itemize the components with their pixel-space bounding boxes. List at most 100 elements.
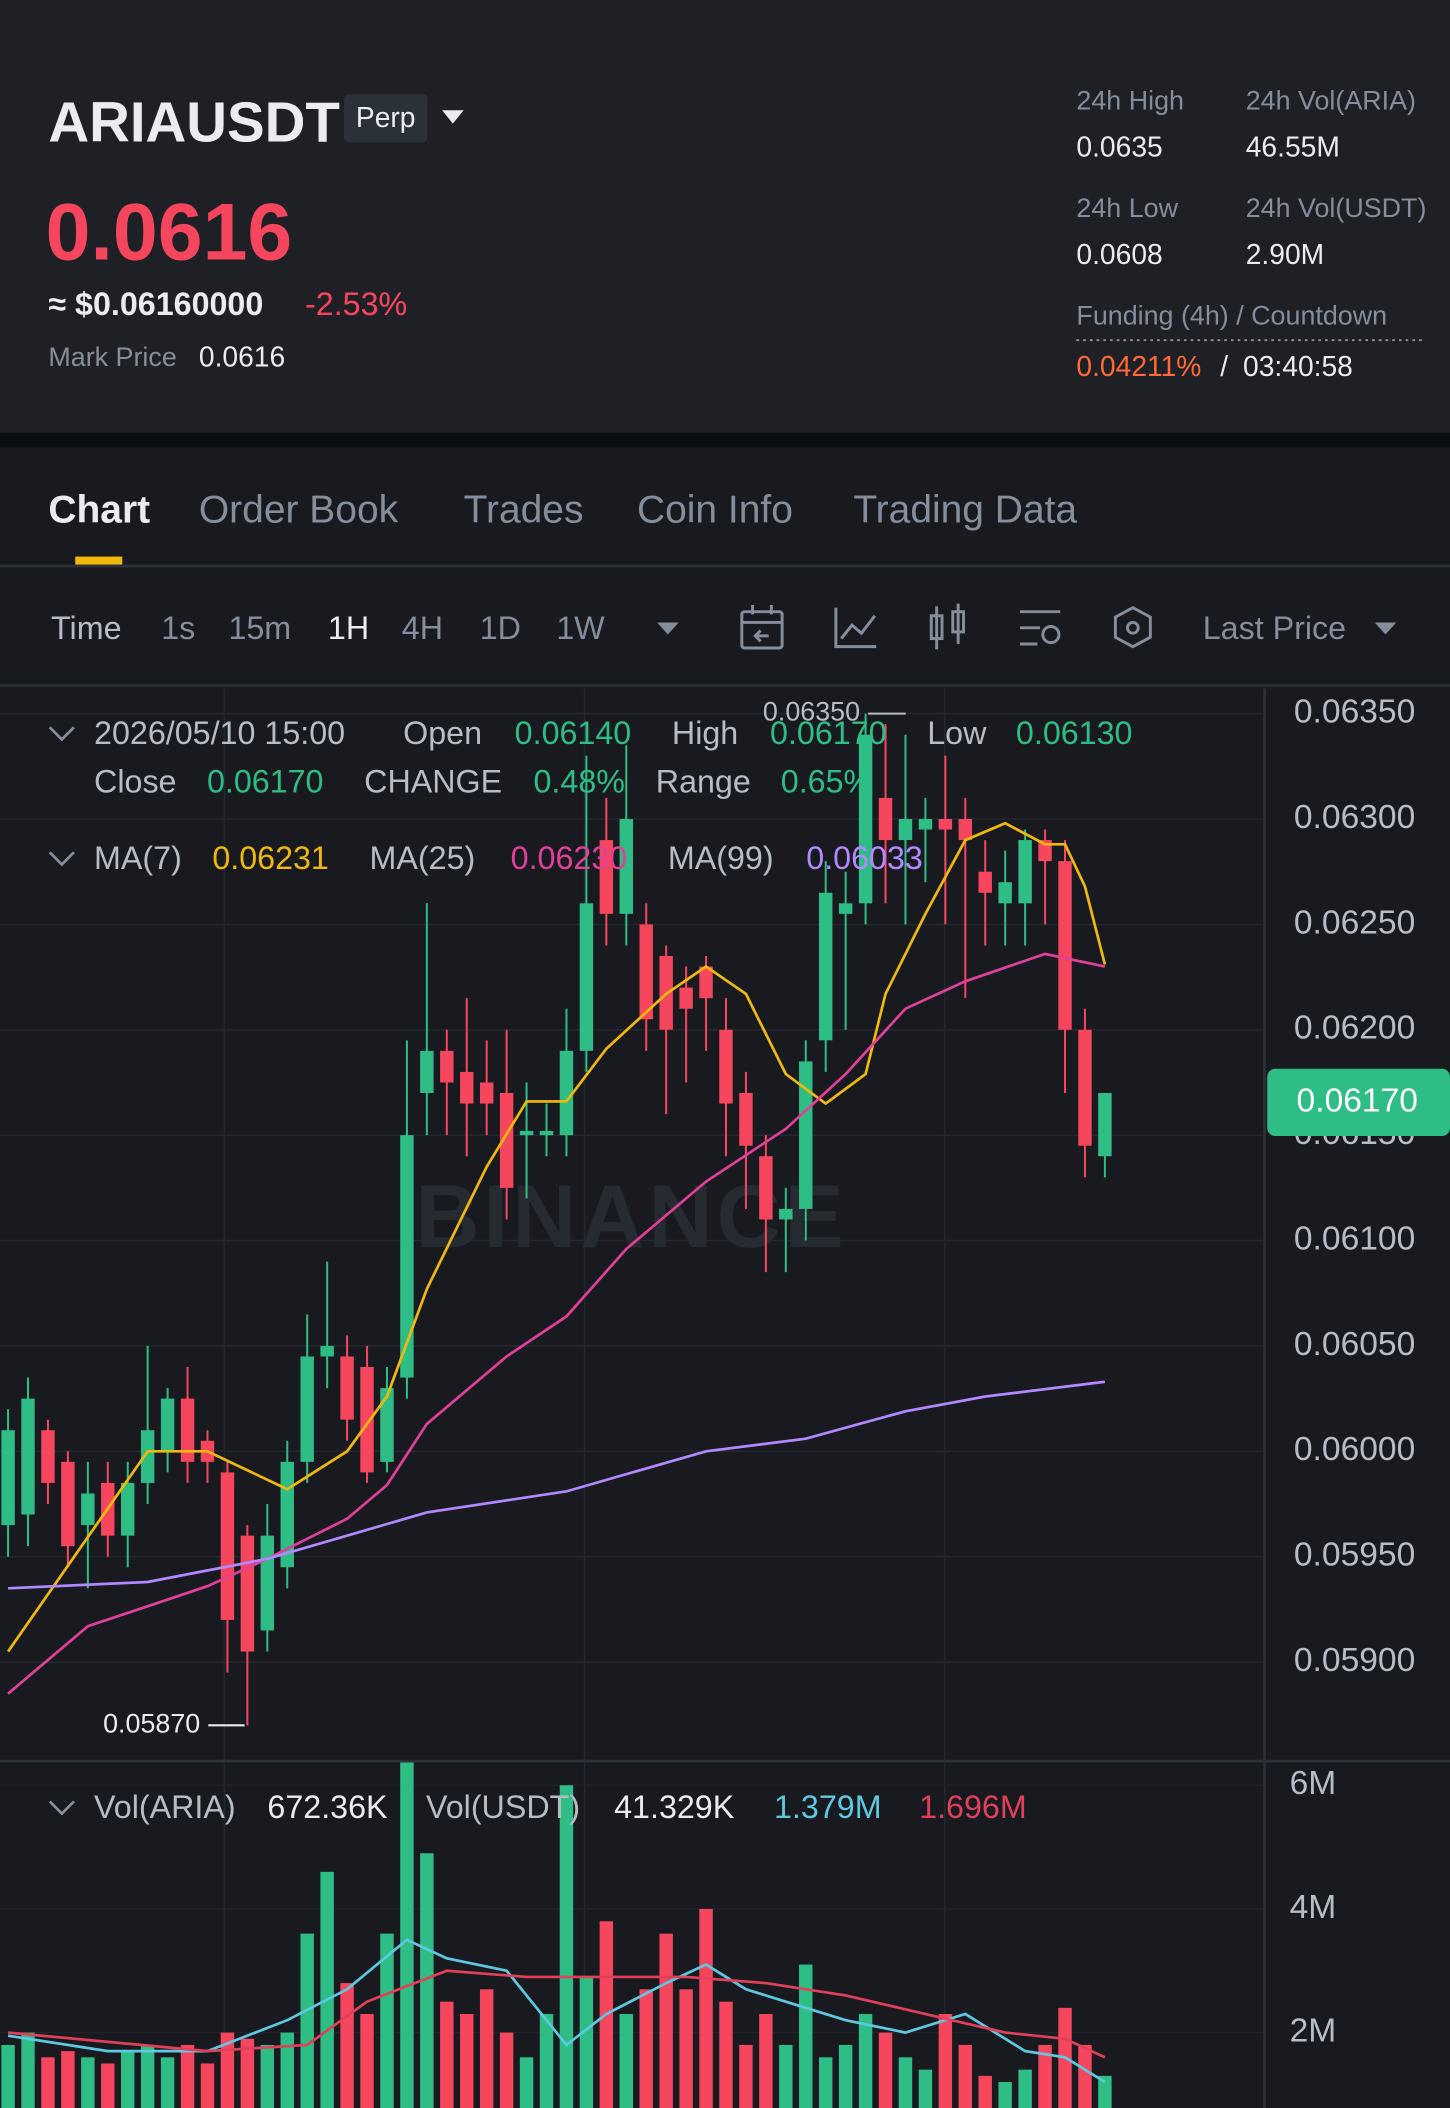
- interval[interactable]: 1H: [328, 610, 369, 646]
- y-tick-label: 0.05950: [1294, 1537, 1415, 1574]
- volume-bar: [998, 2082, 1012, 2108]
- ma-legend-label: MA(7): [94, 840, 182, 876]
- legend-label: Low: [927, 715, 987, 751]
- candle-body: [1, 1430, 15, 1526]
- volume-bar: [460, 2014, 474, 2108]
- legend-value: 0.48%: [534, 763, 625, 799]
- candle-body: [81, 1493, 95, 1526]
- tab[interactable]: Coin Info: [637, 489, 793, 532]
- volume-bar: [140, 2044, 155, 2108]
- volume-bar: [679, 1989, 693, 2108]
- candle-icon[interactable]: [929, 603, 966, 650]
- volume-ma-value: 1.379M: [774, 1789, 882, 1825]
- ma-legend-label: MA(25): [370, 840, 476, 876]
- volume-bar: [320, 1871, 334, 2108]
- volume-bar: [699, 1908, 713, 2108]
- ma-line: [7, 1938, 1106, 2084]
- candle-body: [140, 1430, 155, 1483]
- calendar-icon[interactable]: [740, 604, 784, 650]
- volume-bar: [838, 2044, 853, 2108]
- candle-body: [579, 903, 594, 1051]
- interval[interactable]: 1s: [161, 610, 195, 646]
- stat-value: 46.55M: [1246, 131, 1340, 163]
- funding-separator: /: [1220, 350, 1228, 382]
- volume-bar: [41, 2057, 55, 2108]
- legend-label: Range: [656, 763, 751, 799]
- interval[interactable]: 15m: [228, 610, 291, 646]
- depth-icon[interactable]: [1113, 605, 1152, 649]
- volume-bar: [160, 2057, 175, 2108]
- y-tick-label: 0.06050: [1294, 1326, 1415, 1363]
- y-tick-label: 4M: [1290, 1889, 1337, 1926]
- interval-dropdown[interactable]: [657, 622, 679, 635]
- tab[interactable]: Chart: [48, 489, 150, 532]
- candle-body: [340, 1356, 354, 1420]
- candle-body: [479, 1082, 494, 1104]
- funding-label[interactable]: Funding (4h) / Countdown: [1076, 300, 1387, 330]
- legend-label: Close: [94, 763, 176, 799]
- volume-plot: [1, 1762, 1112, 2108]
- tab[interactable]: Trading Data: [853, 489, 1077, 532]
- volume-bar: [61, 2051, 75, 2108]
- legend-toggle[interactable]: [48, 726, 75, 742]
- mark-price-label: Mark Price: [48, 342, 176, 372]
- stat-label: 24h Vol(USDT): [1246, 193, 1427, 223]
- candle-body: [1098, 1093, 1112, 1157]
- legend-toggle[interactable]: [48, 1800, 75, 1816]
- funding-rate: 0.04211%: [1076, 350, 1201, 382]
- ma-legend-label: MA(99): [668, 840, 774, 876]
- candle-body: [759, 1156, 773, 1220]
- legend-toggle[interactable]: [48, 851, 75, 867]
- candle-body: [220, 1472, 235, 1620]
- volume-bar: [120, 2051, 135, 2108]
- legend-label: High: [672, 715, 738, 751]
- price-type-dropdown[interactable]: [1374, 622, 1397, 635]
- legend-value: 0.06170: [770, 715, 887, 751]
- candle-body: [898, 819, 913, 841]
- price-type[interactable]: Last Price: [1203, 610, 1346, 646]
- volume-bar: [779, 2044, 793, 2108]
- candle-body: [460, 1071, 474, 1104]
- legend-value: 0.65%: [781, 763, 872, 799]
- symbol-dropdown[interactable]: [442, 110, 464, 124]
- interval[interactable]: 1D: [480, 610, 521, 646]
- interval: Time: [51, 610, 121, 646]
- y-tick-label: 0.06000: [1294, 1431, 1415, 1468]
- volume-bar: [519, 2057, 534, 2108]
- y-tick-label: 0.05900: [1294, 1642, 1415, 1679]
- candle-body: [180, 1398, 195, 1462]
- candle-body: [699, 966, 713, 999]
- indicator-icon[interactable]: [834, 607, 877, 649]
- ma-line: [7, 952, 1106, 1695]
- candle-body: [1078, 1029, 1092, 1146]
- interval[interactable]: 1W: [556, 610, 605, 646]
- candle-body: [958, 819, 973, 841]
- volume-bar: [440, 2001, 454, 2108]
- ma-line: [8, 1380, 1106, 1590]
- candle-body: [300, 1356, 314, 1462]
- tab[interactable]: Order Book: [199, 489, 399, 532]
- min-price-label: 0.05870: [103, 1708, 200, 1738]
- volume-bar: [420, 1853, 434, 2108]
- candle-body: [818, 892, 833, 1041]
- ma-legend: MA(7) 0.06231 MA(25) 0.06230 MA(99) 0.06033: [94, 840, 923, 876]
- candle-body: [360, 1367, 374, 1473]
- candle-body: [599, 840, 614, 914]
- tab-bar: Chart Order Book Trades Coin Info Trading Da…: [48, 489, 1077, 532]
- candle-body: [380, 1388, 394, 1462]
- volume-legend-label: Vol(USDT): [426, 1789, 580, 1825]
- y-tick-label: 0.06200: [1294, 1010, 1415, 1047]
- tab[interactable]: Trades: [464, 489, 584, 532]
- ma-legend-value: 0.06231: [212, 840, 329, 876]
- volume-bar: [639, 1989, 653, 2108]
- settings-icon[interactable]: [1019, 610, 1061, 646]
- candle-body: [779, 1208, 793, 1220]
- interval[interactable]: 4H: [402, 610, 443, 646]
- volume-bar: [180, 2044, 195, 2108]
- volume-bar: [1098, 2075, 1112, 2108]
- last-price: 0.0616: [46, 187, 293, 277]
- y-tick-label: 0.06300: [1294, 799, 1415, 836]
- volume-bar: [958, 2044, 973, 2108]
